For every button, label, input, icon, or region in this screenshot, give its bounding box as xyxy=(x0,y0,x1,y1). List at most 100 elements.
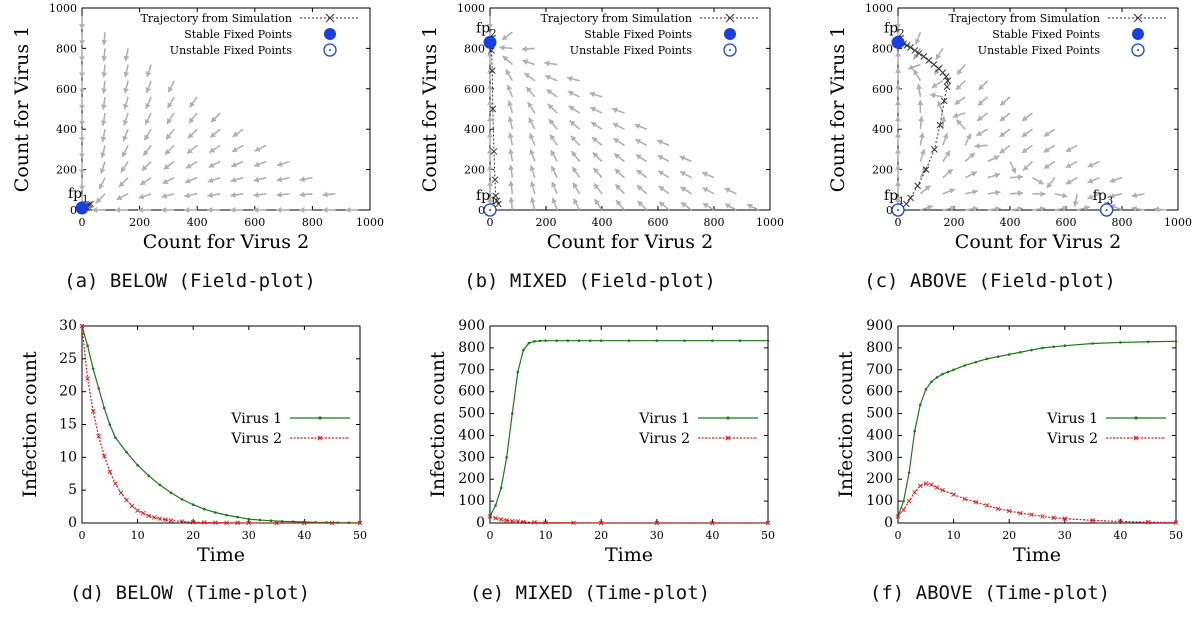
y-tick-label: 600 xyxy=(56,83,77,96)
x-tick-label: 50 xyxy=(1169,529,1183,542)
field-arrowhead xyxy=(138,207,144,213)
trajectory-point xyxy=(944,77,952,85)
field-arrowhead xyxy=(487,132,493,138)
y-tick-label: 800 xyxy=(458,340,485,356)
series-point xyxy=(224,520,229,526)
x-tick-label: 30 xyxy=(1058,529,1072,542)
field-arrowhead xyxy=(161,207,167,213)
field-arrowhead xyxy=(616,200,622,206)
series-point xyxy=(765,520,771,526)
trajectory-point xyxy=(931,146,938,153)
series-point xyxy=(151,515,157,520)
x-tick-label: 20 xyxy=(594,529,608,542)
legend-label: Virus 1 xyxy=(638,411,690,427)
field-arrowhead xyxy=(487,24,493,30)
field-arrowhead xyxy=(499,44,505,51)
field-arrowhead xyxy=(895,164,901,170)
field-arrowhead xyxy=(914,38,921,45)
series-point xyxy=(147,474,151,478)
field-arrowhead xyxy=(1021,147,1028,153)
field-arrowhead xyxy=(210,132,217,138)
trajectory-point xyxy=(907,44,914,51)
series-point xyxy=(191,503,195,506)
x-tick-label: 600 xyxy=(648,216,669,229)
x-tick-label: 20 xyxy=(1002,529,1016,542)
x-tick-label: 20 xyxy=(186,529,200,542)
field-arrowhead xyxy=(79,185,85,191)
panel-d: 0 10 20 30 40 50 0 5 10 15 20 25 30 Time Infection cou… xyxy=(19,318,367,566)
series-point xyxy=(493,515,498,521)
series-point xyxy=(1029,512,1034,518)
field-arrowhead xyxy=(487,197,493,202)
x-axis-label: Time xyxy=(197,544,245,566)
field-arrowhead xyxy=(186,163,192,169)
panel-c: 0 200 400 600 800 1000 0 200 400 600 800 1000 Count … xyxy=(827,2,1192,253)
trajectory-point xyxy=(907,194,914,202)
y-tick-label: 100 xyxy=(866,493,893,509)
field-arrowhead xyxy=(972,189,978,195)
fixed-point-subscript: 1 xyxy=(898,196,904,207)
x-tick-label: 40 xyxy=(297,529,311,542)
field-arrowhead xyxy=(965,133,972,140)
trajectory-point xyxy=(914,182,921,190)
caption-b: (b) MIXED (Field-plot) xyxy=(464,270,716,292)
series-point xyxy=(146,513,152,519)
field-arrowhead xyxy=(918,116,925,122)
y-tick-label: 1000 xyxy=(457,2,485,15)
y-axis-label: Count for Virus 1 xyxy=(827,26,849,192)
trajectory-point xyxy=(922,166,930,173)
plot-frame xyxy=(489,325,769,524)
field-arrowhead xyxy=(167,86,174,93)
legend-marker xyxy=(729,49,731,51)
y-tick-label: 500 xyxy=(458,406,485,422)
x-tick-label: 400 xyxy=(187,216,208,229)
legend-label: Stable Fixed Points xyxy=(992,28,1100,41)
field-arrowhead xyxy=(118,181,125,187)
series-point xyxy=(924,388,928,391)
x-tick-label: 200 xyxy=(129,216,150,229)
y-tick-label: 15 xyxy=(59,417,77,433)
field-arrowhead xyxy=(1021,131,1028,137)
series-point xyxy=(571,520,576,526)
legend-marker xyxy=(329,49,331,51)
series-point xyxy=(291,520,295,523)
field-arrowhead xyxy=(547,104,554,110)
x-tick-label: 400 xyxy=(1000,216,1021,229)
series-point xyxy=(929,482,934,488)
fixed-point-label: fp2 xyxy=(476,20,497,39)
y-tick-label: 600 xyxy=(866,384,893,400)
trajectory-point xyxy=(489,105,497,113)
field-arrowhead xyxy=(207,177,214,184)
x-tick-label: 1000 xyxy=(756,216,784,229)
field-arrowhead xyxy=(594,199,600,206)
field-arrowhead xyxy=(1010,167,1017,174)
field-arrowhead xyxy=(505,69,511,76)
y-tick-label: 0 xyxy=(886,204,893,217)
field-arrowhead xyxy=(116,194,123,201)
field-arrowhead xyxy=(568,105,575,112)
series-point xyxy=(913,429,916,433)
y-tick-label: 0 xyxy=(476,515,485,531)
series-point xyxy=(917,483,923,489)
trajectory-point xyxy=(915,50,923,57)
field-arrowhead xyxy=(322,207,328,213)
y-tick-label: 500 xyxy=(866,406,893,422)
field-arrowhead xyxy=(918,132,925,139)
y-tick-label: 25 xyxy=(59,351,77,367)
field-arrowhead xyxy=(166,133,172,140)
series-point xyxy=(90,409,96,414)
field-arrowhead xyxy=(1109,177,1116,184)
series-point xyxy=(1041,346,1044,350)
field-arrowhead xyxy=(79,153,85,159)
field-arrowhead xyxy=(79,88,85,94)
series-point xyxy=(1090,518,1095,523)
field-arrowhead xyxy=(79,56,85,62)
field-arrowhead xyxy=(79,40,85,46)
y-tick-label: 1000 xyxy=(865,2,893,15)
series-line xyxy=(897,340,1177,517)
series-point xyxy=(236,515,239,519)
plot-frame xyxy=(81,325,361,524)
field-arrowhead xyxy=(954,99,961,105)
y-tick-label: 900 xyxy=(458,318,485,334)
y-tick-label: 200 xyxy=(458,471,485,487)
